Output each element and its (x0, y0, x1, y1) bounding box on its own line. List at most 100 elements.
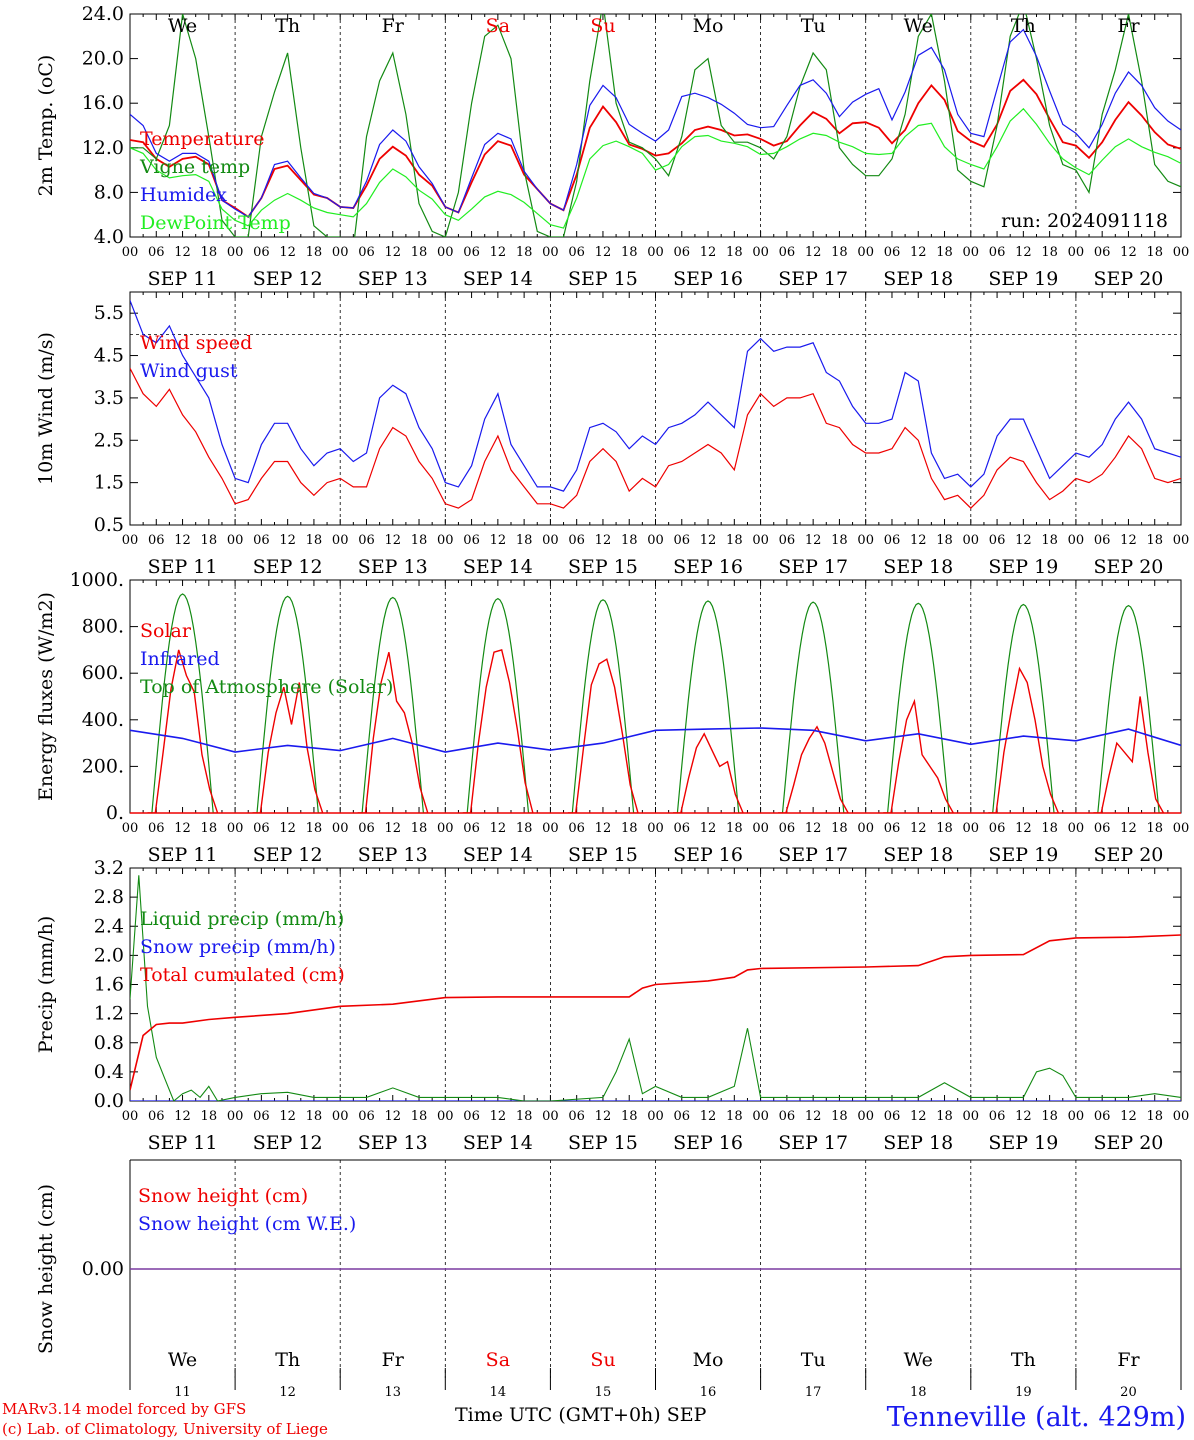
snow-panel-ytick-label: 0.00 (82, 1258, 124, 1280)
wind-panel-date-label: SEP 18 (883, 556, 953, 578)
wind-panel-hour-label: 00 (1173, 533, 1190, 548)
lab-credit: (c) Lab. of Climatology, University of L… (2, 1420, 328, 1438)
precip-panel-ylabel: Precip (mm/h) (35, 916, 57, 1054)
energy-panel-solar-day (988, 666, 1060, 813)
energy-panel-solar-day (883, 698, 954, 813)
energy-panel-toa-day (778, 601, 849, 813)
temp-panel-hour-label: 18 (411, 245, 428, 260)
temp-panel-weekday: Sa (486, 15, 510, 37)
wind-panel-hour-label: 06 (989, 533, 1006, 548)
temp-panel-ytick-label: 16.0 (82, 92, 124, 114)
snow-panel-weekday: Sa (486, 1349, 510, 1371)
wind-panel-hour-label: 00 (857, 533, 874, 548)
snow-panel-day-number: 13 (384, 1385, 401, 1400)
energy-panel-hour-label: 18 (621, 821, 638, 836)
energy-panel-infrared (130, 727, 1181, 753)
wind-panel-hour-label: 06 (253, 533, 270, 548)
temp-panel-hour-label: 06 (253, 245, 270, 260)
energy-panel-date-label: SEP 16 (673, 844, 743, 866)
run-label: run: 2024091118 (1001, 210, 1168, 232)
precip-panel-hour-label: 00 (1173, 1109, 1190, 1124)
wind-panel-legend-0: Wind speed (140, 332, 252, 354)
temp-panel-weekday: Fr (1117, 15, 1140, 37)
energy-panel-hour-label: 06 (463, 821, 480, 836)
temp-panel-date-label: SEP 12 (253, 268, 323, 290)
wind-panel-hour-label: 12 (1120, 533, 1137, 548)
energy-panel-toa-day (567, 599, 638, 813)
energy-panel-hour-label: 06 (148, 821, 165, 836)
temp-panel-series-0 (130, 78, 1181, 219)
precip-panel-hour-label: 00 (752, 1109, 769, 1124)
energy-panel-date-label: SEP 20 (1094, 844, 1164, 866)
precip-panel-date-label: SEP 17 (778, 1132, 848, 1154)
wind-panel-hour-label: 12 (1015, 533, 1032, 548)
wind-panel-hour-label: 18 (516, 533, 533, 548)
snow-panel-day-number: 17 (805, 1385, 822, 1400)
energy-panel-ytick-label: 1000. (70, 569, 124, 591)
energy-panel-date-label: SEP 17 (778, 844, 848, 866)
precip-panel-hour-label: 06 (358, 1109, 375, 1124)
precip-panel-ytick-label: 1.2 (94, 1003, 124, 1025)
snow-panel-weekday: We (904, 1349, 933, 1371)
energy-panel-hour-label: 00 (542, 821, 559, 836)
energy-panel-hour-label: 18 (1041, 821, 1058, 836)
temp-panel-hour-label: 12 (805, 245, 822, 260)
temp-panel-hour-label: 00 (1068, 245, 1085, 260)
energy-panel-hour-label: 12 (700, 821, 717, 836)
snow-panel-day-number: 20 (1120, 1385, 1137, 1400)
temp-panel-hour-label: 00 (1173, 245, 1190, 260)
energy-panel-ytick-label: 800. (82, 616, 124, 638)
snow-panel-weekday: Su (590, 1349, 615, 1371)
precip-panel-hour-label: 00 (647, 1109, 664, 1124)
temp-panel-hour-label: 12 (1120, 245, 1137, 260)
energy-panel-ytick-label: 200. (82, 755, 124, 777)
temp-panel-hour-label: 00 (227, 245, 244, 260)
wind-panel-hour-label: 06 (884, 533, 901, 548)
energy-panel-ylabel: Energy fluxes (W/m2) (35, 592, 57, 801)
precip-panel-hour-label: 18 (831, 1109, 848, 1124)
precip-panel-date-label: SEP 11 (148, 1132, 218, 1154)
temp-panel-date-label: SEP 19 (988, 268, 1058, 290)
energy-panel-hour-label: 12 (490, 821, 507, 836)
temp-panel-legend-3: DewPoint Temp (140, 212, 291, 234)
wind-panel-hour-label: 00 (122, 533, 139, 548)
temp-panel-hour-label: 12 (595, 245, 612, 260)
precip-panel-ytick-label: 2.8 (94, 886, 124, 908)
wind-panel-series-1 (130, 300, 1181, 492)
precip-panel-hour-label: 18 (1146, 1109, 1163, 1124)
energy-panel-hour-label: 18 (306, 821, 323, 836)
wind-panel-hour-label: 00 (647, 533, 664, 548)
precip-panel-hour-label: 12 (384, 1109, 401, 1124)
energy-panel-toa-day (883, 602, 954, 813)
precip-panel-hour-label: 00 (437, 1109, 454, 1124)
energy-panel-solar-day (462, 649, 534, 813)
temp-panel-hour-label: 18 (516, 245, 533, 260)
energy-panel-legend-2: Top of Atmosphere (Solar) (140, 676, 393, 698)
energy-panel-hour-label: 12 (805, 821, 822, 836)
energy-panel-hour-label: 00 (1068, 821, 1085, 836)
precip-panel-legend-2: Total cumulated (cm) (140, 964, 345, 986)
snow-panel-weekday: Fr (1117, 1349, 1140, 1371)
wind-panel-hour-label: 06 (148, 533, 165, 548)
temp-panel-hour-label: 12 (174, 245, 191, 260)
wind-panel-hour-label: 00 (752, 533, 769, 548)
precip-panel-hour-label: 06 (1094, 1109, 1111, 1124)
precip-panel-date-label: SEP 13 (358, 1132, 428, 1154)
energy-panel-hour-label: 18 (516, 821, 533, 836)
precip-panel-hour-label: 06 (253, 1109, 270, 1124)
temp-panel-series-2 (130, 28, 1181, 218)
precip-panel-ytick-label: 3.2 (94, 857, 124, 879)
temp-panel-hour-label: 00 (963, 245, 980, 260)
energy-panel-hour-label: 06 (358, 821, 375, 836)
precip-panel-hour-label: 00 (857, 1109, 874, 1124)
wind-panel-date-label: SEP 20 (1094, 556, 1164, 578)
precip-panel-hour-label: 18 (411, 1109, 428, 1124)
temp-panel-hour-label: 06 (148, 245, 165, 260)
temp-panel-frame (129, 13, 1182, 238)
energy-panel-hour-label: 06 (989, 821, 1006, 836)
wind-panel-hour-label: 18 (936, 533, 953, 548)
energy-panel-solar-day (567, 658, 639, 813)
precip-panel-date-label: SEP 18 (883, 1132, 953, 1154)
wind-panel-hour-label: 12 (490, 533, 507, 548)
precip-panel-hour-label: 18 (936, 1109, 953, 1124)
